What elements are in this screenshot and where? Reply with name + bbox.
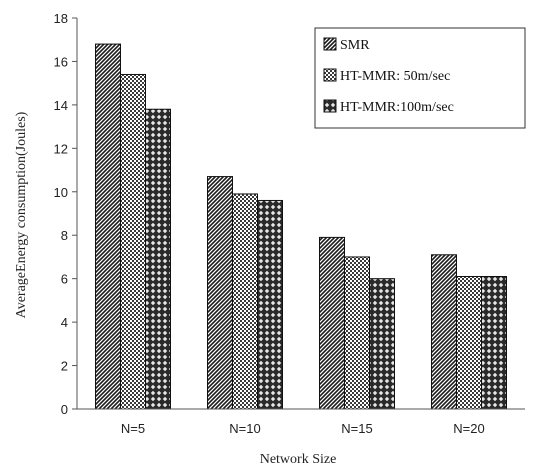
legend-label-ht-mmr-50: HT-MMR: 50m/sec <box>340 69 450 84</box>
bar-series-1-n20 <box>456 275 482 410</box>
x-tick-label: N=20 <box>453 421 484 436</box>
legend: SMR HT-MMR: 50m/sec HT-MMR:100m/sec <box>314 27 526 129</box>
legend-swatch-ht-mmr-50 <box>323 68 337 82</box>
bar-series-0-n20 <box>431 254 457 410</box>
x-tick-label: N=15 <box>341 421 372 436</box>
y-tick-label: 4 <box>61 315 68 330</box>
legend-label-smr: SMR <box>340 38 370 53</box>
bar-series-2-n5 <box>145 108 171 410</box>
y-tick-label: 18 <box>54 11 68 26</box>
legend-swatch-smr <box>323 37 337 51</box>
y-tick-label: 0 <box>61 402 68 417</box>
x-tick-label: N=5 <box>121 421 145 436</box>
bar-series-2-n15 <box>369 278 395 410</box>
x-axis-ticks: N=5 N=10 N=15 N=20 <box>121 421 485 436</box>
y-tick-label: 14 <box>54 98 68 113</box>
x-tick-label: N=10 <box>229 421 260 436</box>
bar-series-0-n15 <box>319 236 345 410</box>
y-tick-label: 6 <box>61 272 68 287</box>
y-axis-title: AverageEnergy consumption(Joules) <box>14 111 29 318</box>
y-tick-label: 2 <box>61 359 68 374</box>
bar-series-1-n10 <box>232 193 258 410</box>
bar-series-0-n10 <box>207 176 233 410</box>
y-tick-label: 10 <box>54 185 68 200</box>
legend-swatch-ht-mmr-100 <box>323 99 337 113</box>
y-tick-label: 8 <box>61 228 68 243</box>
bar-series-1-n15 <box>344 256 370 410</box>
y-tick-label: 12 <box>54 141 68 156</box>
bar-series-2-n20 <box>481 275 507 410</box>
x-axis-title: Network Size <box>260 452 337 467</box>
y-axis-ticks: 0 2 4 6 8 10 12 14 16 18 <box>54 11 77 417</box>
bar-series-2-n10 <box>257 199 283 410</box>
legend-label-ht-mmr-100: HT-MMR:100m/sec <box>340 100 454 115</box>
bar-series-1-n5 <box>120 73 146 410</box>
legend-box <box>314 27 526 129</box>
y-tick-label: 16 <box>54 54 68 69</box>
bar-series-0-n5 <box>95 43 121 410</box>
